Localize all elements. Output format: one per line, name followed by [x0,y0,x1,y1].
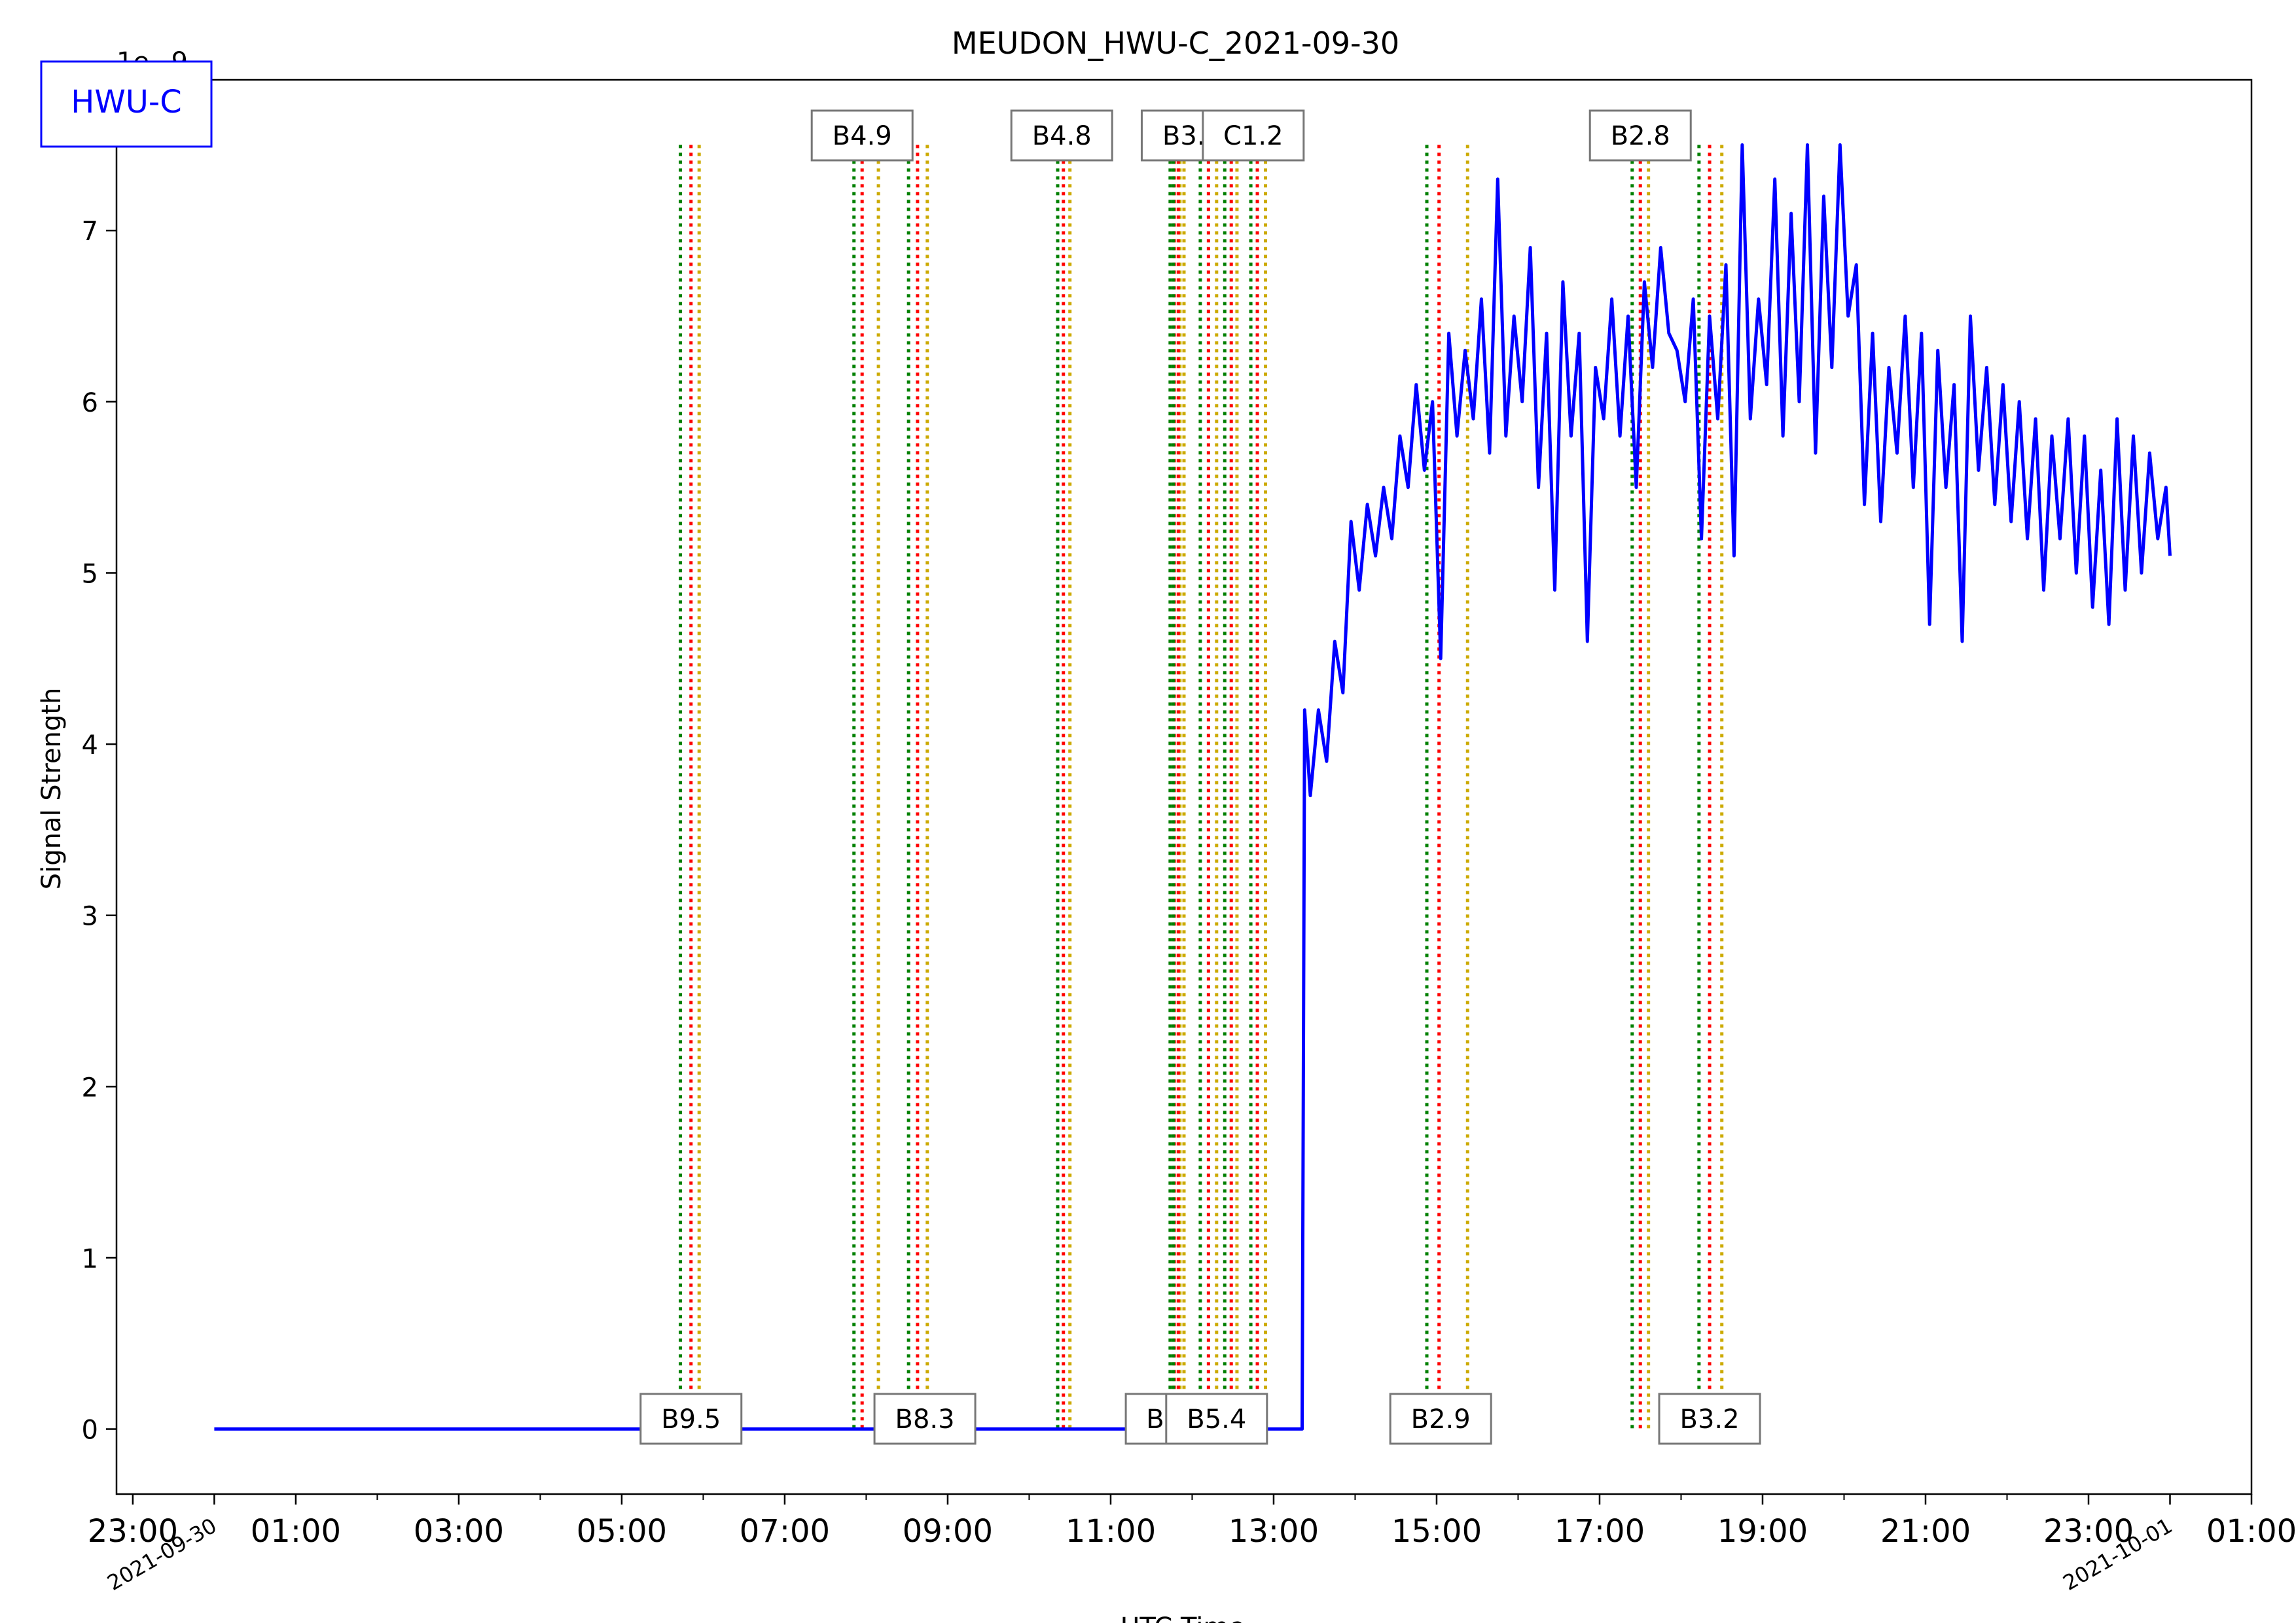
y-tick-label: 1 [82,1244,98,1274]
x-tick-label: 07:00 [740,1513,830,1550]
flare-label: B3.2 [1680,1404,1740,1435]
y-tick-label: 3 [82,902,98,932]
flare-label-box [1389,1393,1492,1445]
flare-labels: B9.5B4.9B8.3B4.8B6.B3.0B5.4C1.2B2.9B2.8B… [639,109,1761,1445]
x-tick-label: 01:00 [2206,1513,2296,1550]
x-tick-label: 17:00 [1554,1513,1645,1550]
signal-line [214,143,2172,1431]
flare-label: B9.5 [661,1404,721,1435]
y-tick-label: 6 [82,388,98,418]
flare-label: B4.8 [1032,121,1092,151]
x-axis: 23:00 01:00 03:00 05:00 07:00 09:00 11:00 13:00… [88,1494,2296,1596]
legend: HWU-C [40,60,213,148]
x-tick-label: 09:00 [903,1513,993,1550]
flare-label-box [873,1393,977,1445]
flare-label-box [1165,1393,1268,1445]
legend-label: HWU-C [71,84,182,120]
flare-label: B5.4 [1187,1404,1246,1435]
x-tick-label: 15:00 [1391,1513,1482,1550]
flare-label-box [1010,109,1113,162]
x-tick-label: 11:00 [1066,1513,1156,1550]
y-tick-label: 0 [82,1416,98,1446]
flare-label: B8.3 [895,1404,955,1435]
flare-label-box [1588,109,1692,162]
y-tick-label: 2 [82,1073,98,1103]
flare-label: B2.9 [1411,1404,1471,1435]
y-axis-label: Signal Strength [37,688,67,890]
flare-label-box [810,109,914,162]
y-tick-label: 4 [82,730,98,760]
signal-series [214,143,2172,1431]
y-tick-label: 7 [82,217,98,247]
x-tick-label: 21:00 [1880,1513,1971,1550]
y-axis: 0 1 2 3 4 5 6 7 [82,217,117,1446]
x-tick-label: 19:00 [1717,1513,1808,1550]
x-tick-label: 23:00 [88,1513,178,1550]
x-axis-label: UTC Time [1121,1613,1245,1623]
chart-title: MEUDON_HWU-C_2021-09-30 [952,26,1399,61]
x-tick-label: 05:00 [577,1513,667,1550]
plot-frame [115,79,2253,1495]
x-tick-label: 03:00 [414,1513,504,1550]
x-tick-label: 01:00 [251,1513,341,1550]
flare-label-box [1202,109,1305,162]
legend-box [40,60,213,148]
flare-label: B4.9 [833,121,892,151]
x-tick-label: 23:00 [2043,1513,2134,1550]
flare-label-box [639,1393,743,1445]
flare-label-box [1658,1393,1761,1445]
flare-label: C1.2 [1223,121,1283,151]
y-tick-label: 5 [82,559,98,589]
x-tick-label: 13:00 [1229,1513,1319,1550]
flare-label: B2.8 [1611,121,1670,151]
